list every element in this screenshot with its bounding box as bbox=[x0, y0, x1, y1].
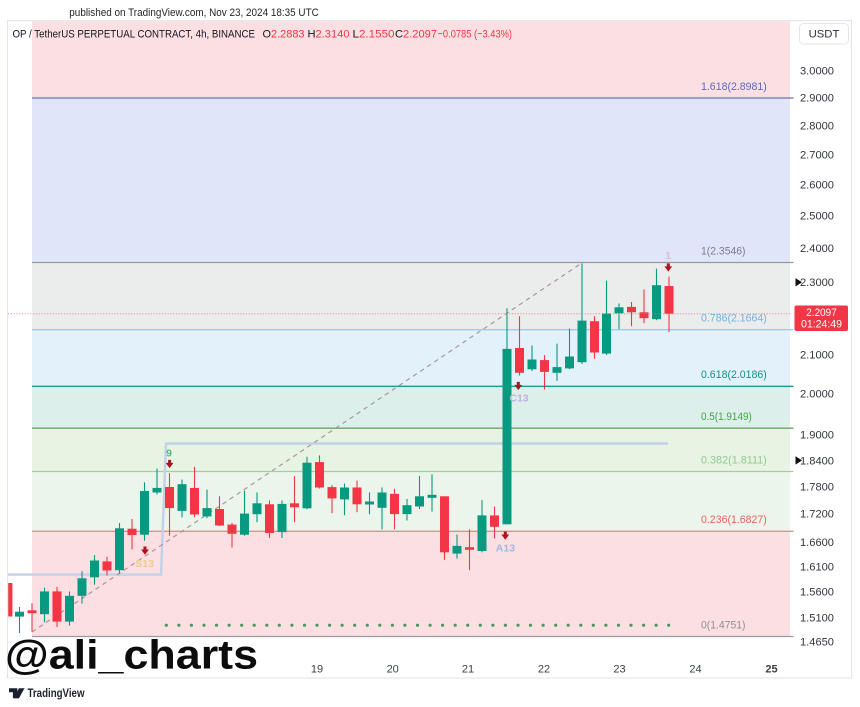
svg-text:A13: A13 bbox=[496, 542, 515, 554]
svg-text:1.9000: 1.9000 bbox=[800, 429, 834, 441]
svg-text:0.5(1.9149): 0.5(1.9149) bbox=[701, 411, 752, 423]
svg-text:2.0000: 2.0000 bbox=[800, 389, 834, 401]
svg-text:0.618(2.0186): 0.618(2.0186) bbox=[701, 369, 767, 381]
svg-text:23: 23 bbox=[613, 663, 625, 675]
svg-text:O2.2883: O2.2883 bbox=[263, 28, 305, 40]
svg-text:1.5600: 1.5600 bbox=[800, 587, 834, 599]
svg-text:2.6000: 2.6000 bbox=[800, 179, 834, 191]
svg-text:USDT: USDT bbox=[809, 29, 840, 41]
svg-text:9: 9 bbox=[166, 448, 172, 460]
svg-text:2.5000: 2.5000 bbox=[800, 211, 834, 223]
svg-text:published on TradingView.com,: published on TradingView.com, Nov 23, 20… bbox=[69, 7, 318, 19]
svg-text:19: 19 bbox=[311, 663, 323, 675]
svg-text:@ali_charts: @ali_charts bbox=[5, 632, 258, 678]
svg-text:S13: S13 bbox=[135, 558, 154, 570]
svg-text:OP / TetherUS PERPETUAL CONTRA: OP / TetherUS PERPETUAL CONTRACT, 4h, BI… bbox=[13, 28, 256, 40]
svg-text:2.2097: 2.2097 bbox=[806, 307, 837, 319]
svg-text:2.1000: 2.1000 bbox=[800, 350, 834, 362]
svg-text:20: 20 bbox=[387, 663, 399, 675]
svg-text:C2.2097: C2.2097 bbox=[395, 28, 437, 40]
svg-text:1: 1 bbox=[665, 250, 671, 262]
svg-text:25: 25 bbox=[765, 663, 777, 675]
svg-text:01:24:49: 01:24:49 bbox=[801, 319, 842, 331]
svg-text:2.3000: 2.3000 bbox=[800, 277, 834, 289]
svg-text:2.4000: 2.4000 bbox=[800, 243, 834, 255]
svg-text:0.236(1.6827): 0.236(1.6827) bbox=[701, 514, 767, 526]
svg-text:1.8400: 1.8400 bbox=[800, 455, 834, 467]
svg-text:2.8000: 2.8000 bbox=[800, 120, 834, 132]
svg-text:1.4650: 1.4650 bbox=[800, 637, 834, 649]
svg-text:L2.1550: L2.1550 bbox=[353, 28, 395, 40]
svg-text:TradingView: TradingView bbox=[28, 686, 86, 700]
svg-text:0.382(1.8111): 0.382(1.8111) bbox=[701, 454, 767, 466]
svg-text:1.618(2.8981): 1.618(2.8981) bbox=[701, 81, 767, 93]
svg-text:1.6600: 1.6600 bbox=[800, 537, 834, 549]
svg-text:1(2.3546): 1(2.3546) bbox=[701, 245, 746, 257]
svg-text:3.0000: 3.0000 bbox=[800, 65, 834, 77]
svg-text:2.9000: 2.9000 bbox=[800, 92, 834, 104]
svg-text:2.7000: 2.7000 bbox=[800, 149, 834, 161]
svg-text:22: 22 bbox=[538, 663, 550, 675]
svg-text:1.7800: 1.7800 bbox=[800, 481, 834, 493]
svg-text:1.6100: 1.6100 bbox=[800, 561, 834, 573]
svg-text:−0.0785 (−3.43%): −0.0785 (−3.43%) bbox=[438, 28, 513, 40]
svg-text:1.7200: 1.7200 bbox=[800, 509, 834, 521]
svg-text:1.5100: 1.5100 bbox=[800, 613, 834, 625]
svg-text:H2.3140: H2.3140 bbox=[308, 28, 350, 40]
svg-text:C13: C13 bbox=[509, 393, 528, 405]
svg-text:21: 21 bbox=[462, 663, 474, 675]
svg-text:24: 24 bbox=[689, 663, 701, 675]
svg-text:0.786(2.1664): 0.786(2.1664) bbox=[701, 313, 767, 325]
svg-text:0(1.4751): 0(1.4751) bbox=[701, 619, 746, 631]
